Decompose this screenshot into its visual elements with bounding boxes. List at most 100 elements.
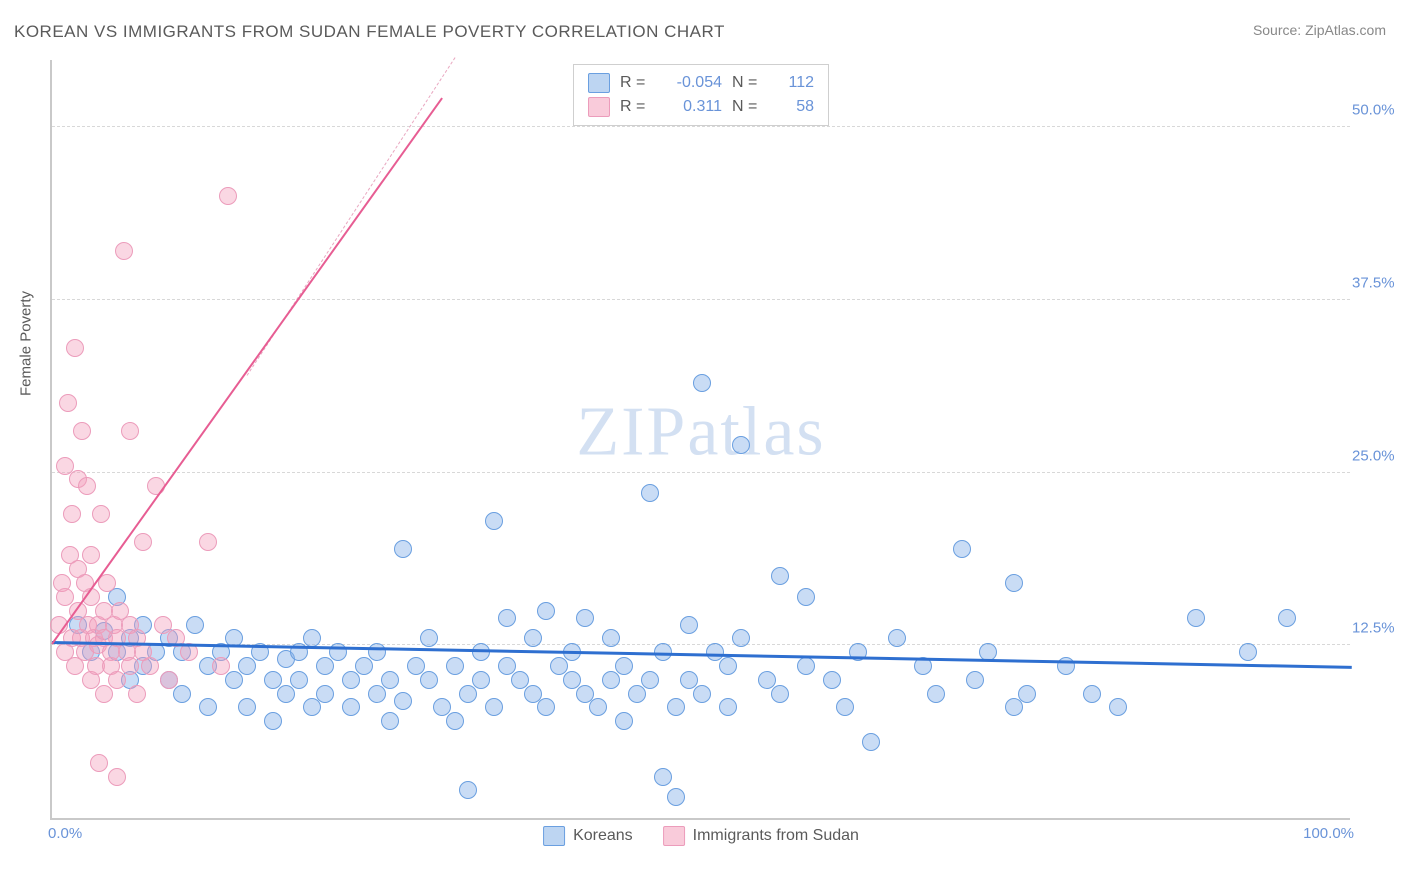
scatter-point-koreans [1005,574,1023,592]
source-link[interactable]: ZipAtlas.com [1305,22,1386,38]
scatter-point-koreans [836,698,854,716]
legend-item: Koreans [543,826,633,846]
scatter-point-sudan [160,671,178,689]
scatter-point-koreans [485,512,503,530]
scatter-point-koreans [602,671,620,689]
scatter-point-koreans [446,712,464,730]
scatter-point-koreans [732,629,750,647]
scatter-point-koreans [355,657,373,675]
scatter-point-sudan [141,657,159,675]
scatter-point-koreans [238,698,256,716]
scatter-point-koreans [420,671,438,689]
scatter-point-koreans [628,685,646,703]
scatter-point-sudan [108,671,126,689]
scatter-point-koreans [368,685,386,703]
scatter-point-sudan [59,394,77,412]
scatter-point-koreans [1083,685,1101,703]
scatter-point-koreans [1187,609,1205,627]
source-attribution: Source: ZipAtlas.com [1253,22,1386,38]
scatter-point-koreans [576,609,594,627]
legend-row: R =-0.054N =112 [588,71,814,95]
y-axis-tick-label: 25.0% [1352,447,1402,464]
scatter-point-koreans [797,588,815,606]
gridline [52,472,1350,473]
x-axis-tick-min: 0.0% [48,825,82,842]
legend-swatch [588,73,610,93]
legend-r-value: 0.311 [666,98,722,116]
legend-label: Immigrants from Sudan [693,827,859,845]
scatter-point-sudan [82,546,100,564]
watermark-atlas: atlas [687,394,825,471]
scatter-point-koreans [1239,643,1257,661]
legend-swatch [543,826,565,846]
legend-label: Koreans [573,827,633,845]
legend-n-label: N = [732,98,768,116]
scatter-point-koreans [1018,685,1036,703]
scatter-point-sudan [121,422,139,440]
trend-line [51,98,443,645]
scatter-point-koreans [693,374,711,392]
legend-r-value: -0.054 [666,74,722,92]
watermark-zip: ZIP [576,394,687,471]
scatter-point-koreans [381,712,399,730]
scatter-point-koreans [797,657,815,675]
scatter-point-koreans [381,671,399,689]
scatter-point-sudan [66,339,84,357]
gridline [52,126,1350,127]
chart-title: KOREAN VS IMMIGRANTS FROM SUDAN FEMALE P… [14,22,725,42]
scatter-point-koreans [459,781,477,799]
scatter-point-koreans [225,671,243,689]
scatter-point-koreans [420,629,438,647]
scatter-point-sudan [115,242,133,260]
scatter-point-koreans [1278,609,1296,627]
scatter-point-koreans [680,616,698,634]
scatter-point-koreans [472,671,490,689]
scatter-point-koreans [524,629,542,647]
gridline [52,299,1350,300]
scatter-point-sudan [73,422,91,440]
scatter-point-koreans [615,657,633,675]
scatter-point-koreans [667,788,685,806]
scatter-point-koreans [368,643,386,661]
legend-swatch [663,826,685,846]
scatter-point-koreans [342,698,360,716]
scatter-point-koreans [927,685,945,703]
scatter-point-koreans [238,657,256,675]
scatter-point-koreans [173,685,191,703]
x-axis-tick-max: 100.0% [1303,825,1354,842]
scatter-point-koreans [303,629,321,647]
legend-swatch [588,97,610,117]
scatter-point-koreans [732,436,750,454]
scatter-point-koreans [667,698,685,716]
legend-row: R =0.311N =58 [588,95,814,119]
scatter-plot-area: ZIPatlas R =-0.054N =112R =0.311N =58 Ko… [50,60,1350,820]
scatter-point-koreans [485,698,503,716]
source-prefix: Source: [1253,22,1305,38]
scatter-point-sudan [121,657,139,675]
correlation-legend: R =-0.054N =112R =0.311N =58 [573,64,829,126]
legend-item: Immigrants from Sudan [663,826,859,846]
series-legend: Koreans Immigrants from Sudan [543,826,859,846]
scatter-point-koreans [537,602,555,620]
scatter-point-koreans [719,657,737,675]
scatter-point-koreans [394,692,412,710]
scatter-point-koreans [316,657,334,675]
scatter-point-sudan [199,533,217,551]
y-axis-tick-label: 50.0% [1352,102,1402,119]
scatter-point-sudan [95,685,113,703]
scatter-point-sudan [90,754,108,772]
scatter-point-sudan [212,657,230,675]
scatter-point-koreans [459,685,477,703]
scatter-point-koreans [446,657,464,675]
legend-n-value: 58 [778,98,814,116]
scatter-point-koreans [1109,698,1127,716]
scatter-point-koreans [589,698,607,716]
y-axis-tick-label: 37.5% [1352,274,1402,291]
scatter-point-koreans [641,484,659,502]
scatter-point-koreans [862,733,880,751]
scatter-point-koreans [186,616,204,634]
scatter-point-koreans [693,685,711,703]
watermark: ZIPatlas [576,393,825,473]
scatter-point-koreans [316,685,334,703]
scatter-point-koreans [277,685,295,703]
